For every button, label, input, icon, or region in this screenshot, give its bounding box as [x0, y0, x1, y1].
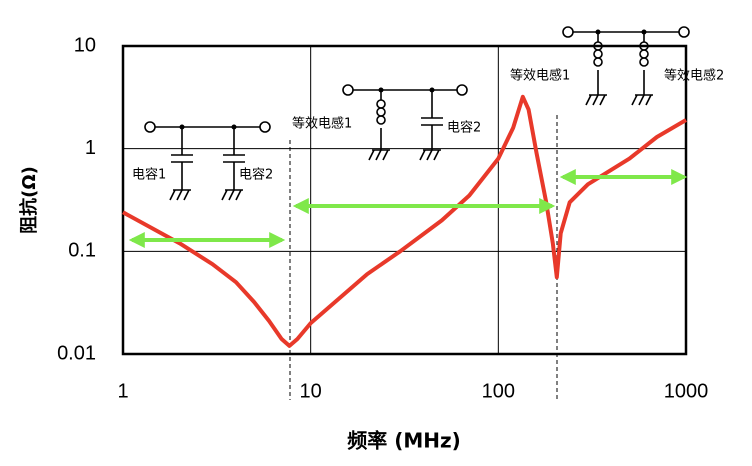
y-tick-label: 0.1	[68, 240, 96, 262]
wire	[585, 94, 592, 106]
terminal	[456, 84, 468, 96]
annotation: 等效电感1	[510, 68, 570, 84]
wire	[592, 94, 599, 106]
wire	[368, 149, 375, 161]
annotation: 电容2	[239, 167, 273, 183]
plot-frame	[121, 44, 688, 356]
coil-turn	[593, 49, 603, 59]
coil-turn	[376, 115, 386, 125]
y-tick-label: 0.01	[57, 342, 96, 364]
x-tick-label: 1000	[664, 380, 709, 402]
wire	[169, 189, 176, 201]
impedance-line	[122, 94, 688, 348]
wire	[645, 94, 652, 106]
coil-turn	[376, 107, 386, 117]
wire	[235, 189, 242, 201]
terminal	[259, 121, 271, 133]
y-tick-label: 1	[85, 137, 96, 159]
x-axis-label: 频率 (MHz)	[347, 429, 461, 453]
terminal	[562, 26, 574, 38]
circuits	[144, 26, 690, 201]
wire	[433, 149, 440, 161]
x-tick-label: 1	[117, 380, 128, 402]
grid	[122, 45, 687, 355]
coil-turn	[639, 49, 649, 59]
coil-turn	[639, 57, 649, 67]
wire	[599, 94, 606, 106]
wire	[426, 149, 433, 161]
annotation: 等效电感1	[292, 116, 352, 132]
wire	[631, 94, 638, 106]
coil-turn	[593, 57, 603, 67]
wire	[221, 189, 228, 201]
coil-turn	[376, 99, 386, 109]
wire	[176, 189, 183, 201]
terminal	[342, 84, 354, 96]
terminal	[678, 26, 690, 38]
wire	[228, 189, 235, 201]
wire	[419, 149, 426, 161]
annotation: 电容1	[132, 167, 166, 183]
annotation: 电容2	[447, 120, 481, 136]
annotation: 等效电感2	[664, 68, 724, 84]
y-tick-label: 10	[74, 34, 96, 56]
x-tick-label: 10	[300, 380, 322, 402]
x-tick-label: 100	[482, 380, 515, 402]
curve	[122, 94, 688, 348]
wire	[382, 149, 389, 161]
y-axis-label: 阻抗(Ω)	[18, 166, 40, 234]
terminal	[144, 121, 156, 133]
wire	[375, 149, 382, 161]
wire	[183, 189, 190, 201]
wire	[638, 94, 645, 106]
